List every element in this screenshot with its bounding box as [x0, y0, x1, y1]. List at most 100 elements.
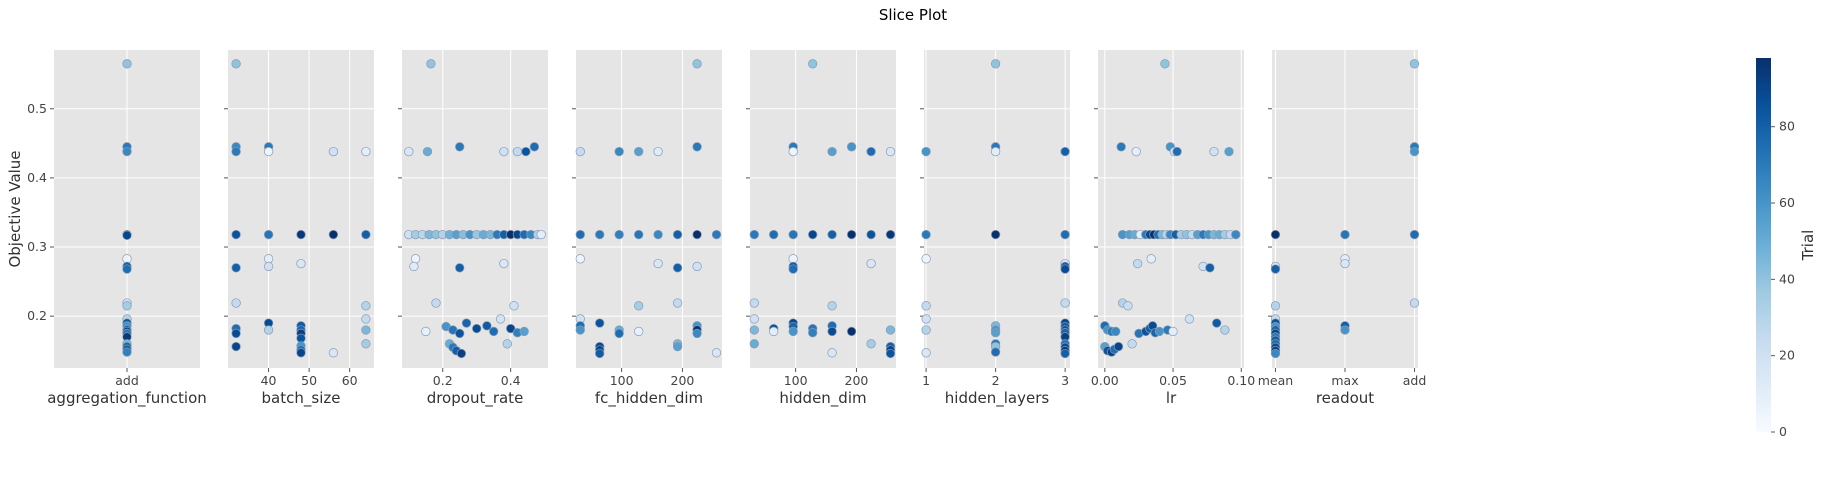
scatter-point — [866, 229, 876, 240]
chart-title: Slice Plot — [879, 6, 947, 24]
x-tick-label: 200 — [671, 373, 695, 388]
scatter-point — [653, 258, 663, 269]
scatter-point — [122, 59, 132, 69]
scatter-point — [595, 229, 605, 240]
scatter-point — [846, 229, 857, 240]
scatter-point — [672, 263, 683, 273]
scatter-point — [921, 254, 931, 264]
scatter-point — [328, 348, 339, 358]
x-axis-label: hidden_dim — [779, 389, 866, 408]
scatter-point — [499, 146, 509, 157]
x-tick-label: 50 — [301, 373, 317, 388]
scatter-point — [595, 348, 605, 359]
scatter-point — [296, 348, 306, 358]
scatter-point — [1409, 298, 1420, 308]
scatter-point — [521, 146, 531, 157]
scatter-point — [990, 59, 1001, 69]
scatter-point — [1409, 59, 1420, 69]
scatter-point — [827, 348, 837, 358]
scatter-point — [404, 146, 414, 157]
colorbar: 0 20 40 60 80 Trial — [1756, 58, 1817, 439]
scatter-point — [361, 229, 371, 240]
scatter-point — [426, 59, 436, 69]
scatter-point — [921, 229, 931, 240]
scatter-point — [502, 339, 512, 349]
scatter-point — [808, 59, 818, 69]
scatter-point — [575, 325, 585, 335]
scatter-point — [461, 318, 472, 328]
scatter-point — [1340, 325, 1350, 335]
scatter-point — [231, 59, 241, 69]
x-axis-label: lr — [1166, 389, 1177, 407]
scatter-point — [455, 142, 465, 152]
scatter-point — [692, 328, 702, 339]
scatter-point — [634, 301, 644, 311]
scatter-point — [921, 146, 931, 157]
panel-background — [228, 50, 374, 368]
scatter-point — [361, 325, 371, 335]
scatter-point — [495, 314, 506, 324]
x-tick-label: mean — [1258, 373, 1293, 388]
colorbar-tick-label: 20 — [1779, 348, 1795, 363]
scatter-point — [1224, 146, 1234, 157]
scatter-point — [1212, 318, 1222, 328]
scatter-point — [455, 263, 465, 273]
colorbar-tick-label: 80 — [1779, 119, 1795, 134]
scatter-point — [231, 263, 241, 273]
panel-background — [576, 50, 722, 368]
scatter-point — [263, 146, 274, 157]
scatter-point — [1132, 258, 1143, 269]
scatter-point — [1184, 314, 1195, 324]
x-tick-label: add — [115, 373, 139, 388]
scatter-point — [1123, 301, 1133, 311]
scatter-point — [885, 229, 896, 240]
scatter-point — [1060, 348, 1070, 359]
panel-background — [924, 50, 1070, 368]
colorbar-label: Trial — [1799, 230, 1817, 262]
y-tick-label: 0.2 — [27, 308, 47, 323]
scatter-point — [431, 298, 441, 308]
colorbar-tick-label: 40 — [1779, 271, 1795, 286]
scatter-point — [921, 301, 931, 311]
scatter-point — [409, 261, 419, 272]
scatter-point — [1209, 146, 1219, 157]
x-axis-label: dropout_rate — [427, 389, 524, 408]
x-axis-label: hidden_layers — [945, 389, 1050, 408]
colorbar-tick-label: 60 — [1779, 195, 1795, 210]
scatter-point — [536, 229, 546, 240]
scatter-point — [846, 326, 857, 337]
scatter-point — [361, 146, 371, 157]
scatter-point — [1111, 326, 1121, 337]
scatter-point — [361, 314, 371, 324]
scatter-point — [885, 325, 896, 335]
scatter-point — [455, 328, 465, 339]
scatter-point — [1060, 146, 1070, 157]
scatter-point — [122, 347, 132, 357]
scatter-point — [653, 146, 663, 157]
scatter-point — [263, 261, 274, 272]
scatter-point — [231, 298, 241, 308]
scatter-point — [866, 146, 876, 157]
scatter-point — [595, 318, 605, 328]
scatter-point — [1060, 298, 1070, 308]
scatter-point — [614, 229, 624, 240]
scatter-point — [808, 328, 818, 338]
x-tick-label: 0.00 — [1091, 373, 1119, 388]
scatter-point — [1060, 264, 1070, 274]
scatter-point — [122, 230, 132, 240]
scatter-point — [231, 341, 241, 352]
scatter-point — [231, 146, 241, 157]
scatter-point — [692, 59, 702, 69]
scatter-point — [808, 229, 818, 240]
panel-hidden_layers: 1 2 3 hidden_layers — [920, 50, 1070, 408]
scatter-point — [653, 229, 663, 240]
scatter-point — [634, 326, 644, 337]
x-axis-label: batch_size — [262, 389, 341, 408]
scatter-point — [692, 142, 702, 152]
scatter-point — [769, 229, 779, 240]
scatter-point — [921, 325, 931, 335]
scatter-point — [1270, 348, 1281, 359]
